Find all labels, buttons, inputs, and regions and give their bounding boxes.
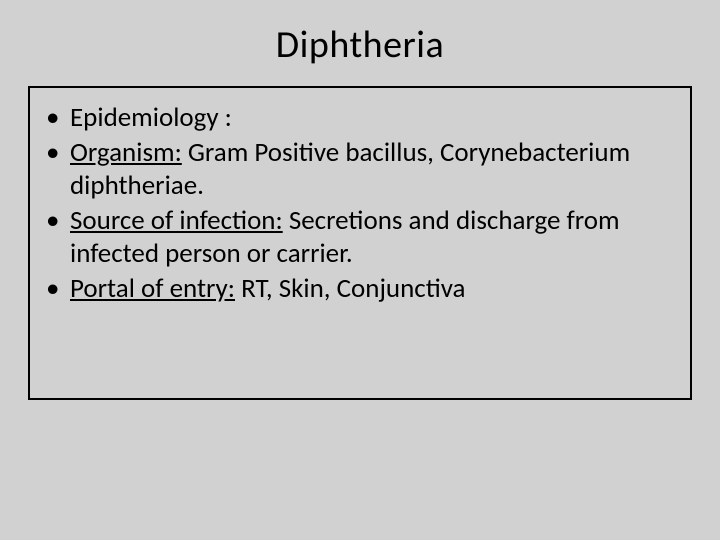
bullet-item: Portal of entry: RT, Skin, Conjunctiva (42, 273, 678, 306)
bullet-item: Source of infection: Secretions and disc… (42, 205, 678, 271)
bullet-lead: Portal of entry: (70, 272, 235, 305)
bullet-lead: Organism: (70, 136, 182, 169)
bullet-item: Organism: Gram Positive bacillus, Coryne… (42, 137, 678, 203)
bullet-rest: Epidemiology : (70, 101, 232, 134)
slide-title: Diphtheria (0, 0, 720, 86)
bullet-rest: RT, Skin, Conjunctiva (235, 272, 465, 305)
bullet-item: Epidemiology : (42, 102, 678, 135)
bullet-list: Epidemiology : Organism: Gram Positive b… (42, 102, 678, 306)
slide: Diphtheria Epidemiology : Organism: Gram… (0, 0, 720, 540)
bullet-lead: Source of infection: (70, 204, 283, 237)
content-box: Epidemiology : Organism: Gram Positive b… (28, 86, 692, 400)
